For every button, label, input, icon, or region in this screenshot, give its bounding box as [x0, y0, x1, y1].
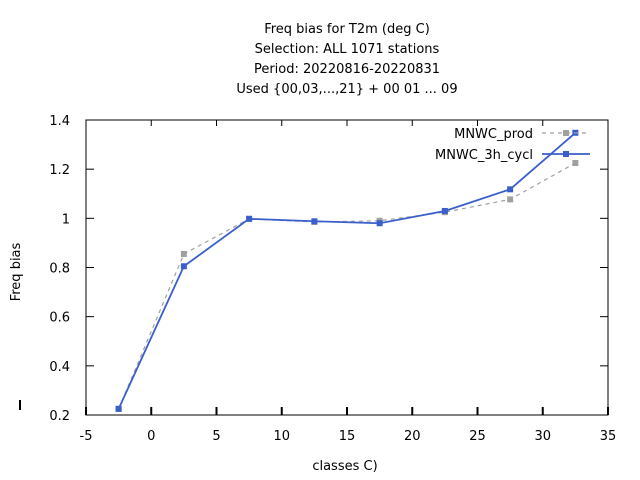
legend-marker — [563, 151, 569, 157]
data-point — [507, 196, 514, 203]
x-tick-label: 30 — [534, 429, 551, 444]
y-tick-label: 0.4 — [49, 360, 70, 375]
legend-label: MNWC_3h_cycl — [435, 148, 533, 163]
plot-frame — [85, 119, 609, 416]
x-tick-label: 10 — [273, 429, 290, 444]
y-tick-label: 0.6 — [49, 311, 70, 326]
data-point — [180, 263, 187, 270]
data-point — [180, 250, 187, 257]
y-tick-label: 0.2 — [49, 409, 70, 424]
data-point — [572, 160, 579, 167]
chart-title-line-4: Used {00,03,...,21} + 00 01 ... 09 — [236, 82, 458, 97]
y-tick-label: 1.4 — [49, 114, 70, 129]
x-tick-label: 0 — [147, 429, 155, 444]
y-tick-label: 0.8 — [49, 262, 70, 277]
y-tick-label: 1 — [62, 212, 70, 227]
legend-label: MNWC_prod — [454, 127, 533, 142]
x-tick-label: 25 — [469, 429, 486, 444]
data-point — [246, 215, 253, 222]
chart-title-line-3: Period: 20220816-20220831 — [253, 62, 441, 77]
series-line-MNWC_prod — [118, 162, 576, 410]
x-tick-label: 5 — [212, 429, 220, 444]
legend-marker — [563, 130, 569, 136]
data-point — [311, 218, 318, 225]
x-tick-label: -5 — [80, 429, 93, 444]
data-point — [441, 207, 448, 214]
chart-title-line-2: Selection: ALL 1071 stations — [254, 42, 440, 57]
data-point — [115, 405, 122, 412]
x-axis-title: classes C) — [312, 459, 377, 474]
y-tick-label: 1.2 — [49, 163, 70, 178]
x-tick-label: 35 — [600, 429, 617, 444]
chart-title-line-1: Freq bias for T2m (deg C) — [264, 22, 430, 37]
series-line-MNWC_3h_cycl — [117, 132, 576, 410]
x-tick-label: 15 — [339, 429, 356, 444]
y-axis-title: Freq bias — [9, 242, 24, 301]
x-tick-label: 20 — [404, 429, 421, 444]
data-point — [376, 220, 383, 227]
data-point — [507, 186, 514, 193]
